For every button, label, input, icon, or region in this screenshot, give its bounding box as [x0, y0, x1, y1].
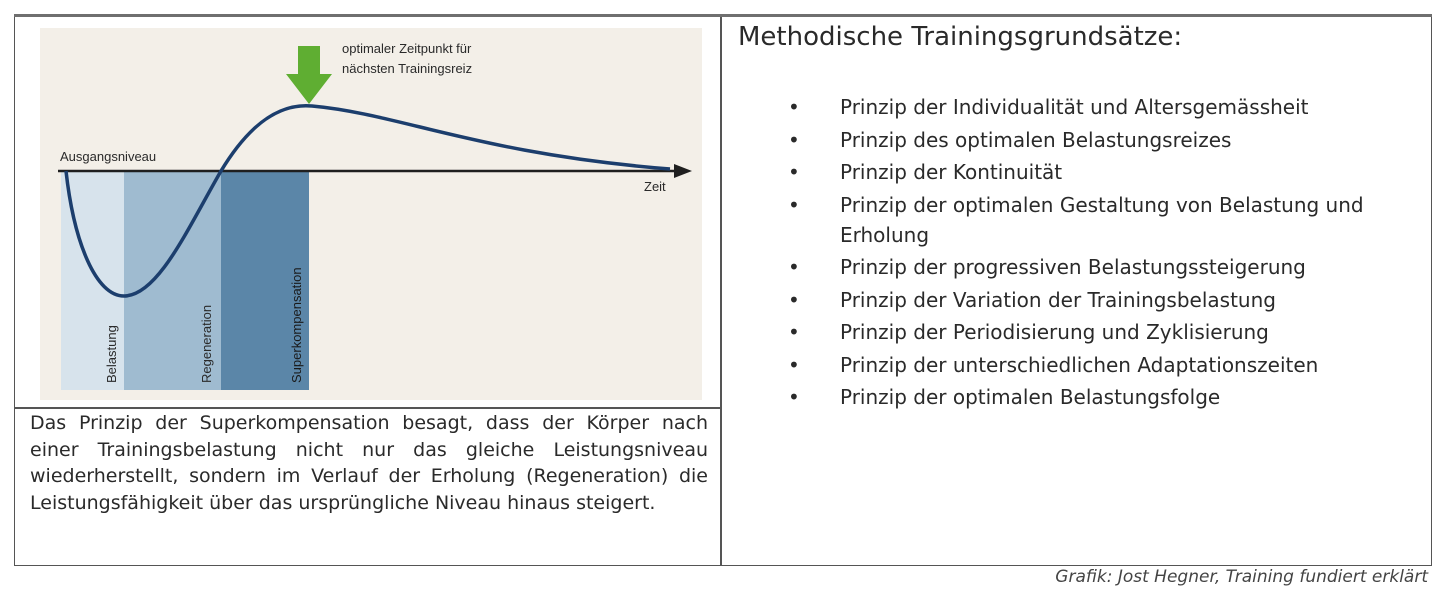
list-item: • Prinzip der Variation der Trainingsbela… — [782, 285, 1422, 315]
bullet-icon: • — [788, 352, 800, 377]
list-item-text: Prinzip der unterschiedlichen Adaptation… — [840, 352, 1319, 377]
phase-regeneration-band — [124, 171, 221, 390]
phase-label-superkompensation: Superkompensation — [289, 267, 304, 383]
list-item-text: Prinzip der optimalen Gestaltung von Bel… — [840, 192, 1364, 247]
baseline-label: Ausgangsniveau — [60, 149, 156, 164]
figure-caption: Das Prinzip der Superkompensation besagt… — [30, 412, 708, 514]
down-arrow-icon — [286, 46, 332, 104]
list-item-text: Prinzip der Variation der Trainingsbelas… — [840, 287, 1276, 312]
row-divider — [14, 407, 721, 409]
annotation-line-2: nächsten Trainingsreiz — [342, 61, 472, 76]
annotation-line-1: optimaler Zeitpunkt für — [342, 41, 472, 56]
supercompensation-diagram: optimaler Zeitpunkt für nächsten Trainin… — [58, 41, 692, 390]
principles-title: Methodische Trainingsgrundsätze: — [738, 22, 1183, 52]
list-item: • Prinzip der optimalen Belastungsfolge — [782, 382, 1422, 412]
list-item: • Prinzip der Periodisierung und Zyklisie… — [782, 317, 1422, 347]
bullet-icon: • — [788, 287, 800, 312]
source-credit: Grafik: Jost Hegner, Training fundiert e… — [1055, 567, 1428, 587]
supercompensation-figure: optimaler Zeitpunkt für nächsten Trainin… — [40, 28, 702, 400]
bullet-icon: • — [788, 160, 800, 184]
list-item: • Prinzip der unterschiedlichen Adaptatio… — [782, 350, 1422, 380]
principles-list: • Prinzip der Individualität und Altersge… — [782, 92, 1422, 415]
list-item-text: Prinzip der Periodisierung und Zyklisier… — [840, 320, 1269, 344]
list-item: • Prinzip der Individualität und Altersge… — [782, 92, 1422, 122]
list-item-text: Prinzip des optimalen Belastungsreizes — [840, 127, 1232, 152]
phase-superkompensation-band — [221, 171, 309, 390]
bullet-icon: • — [788, 385, 800, 409]
phase-label-belastung: Belastung — [104, 325, 119, 383]
list-item: • Prinzip der progressiven Belastungsstei… — [782, 252, 1422, 282]
phase-label-regeneration: Regeneration — [199, 305, 214, 383]
bullet-icon: • — [788, 320, 800, 344]
column-divider — [720, 17, 722, 566]
list-item-text: Prinzip der Kontinuität — [840, 160, 1063, 184]
supercompensation-curve — [64, 103, 671, 298]
bullet-icon: • — [788, 192, 800, 217]
list-item-text: Prinzip der Individualität und Altersgem… — [840, 95, 1309, 119]
axis-arrowhead-icon — [674, 164, 692, 178]
bullet-icon: • — [788, 255, 800, 279]
bullet-icon: • — [788, 95, 800, 119]
table-frame — [14, 17, 1432, 566]
list-item: • Prinzip der optimalen Gestaltung von Be… — [782, 190, 1422, 250]
list-item-text: Prinzip der progressiven Belastungssteig… — [840, 255, 1306, 279]
time-axis-label: Zeit — [644, 179, 666, 194]
list-item: • Prinzip des optimalen Belastungsreizes — [782, 125, 1422, 155]
list-item-text: Prinzip der optimalen Belastungsfolge — [840, 385, 1221, 409]
list-item: • Prinzip der Kontinuität — [782, 157, 1422, 187]
bullet-icon: • — [788, 127, 800, 152]
top-rule — [14, 14, 1432, 17]
